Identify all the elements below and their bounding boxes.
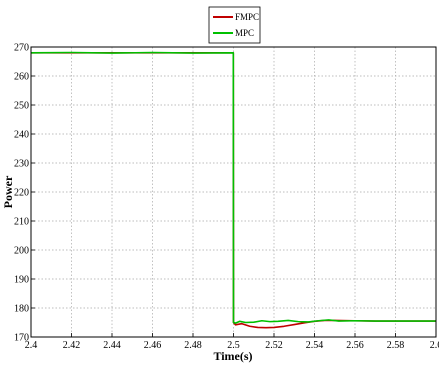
- x-axis-label: Time(s): [213, 349, 252, 363]
- legend: FMPC MPC: [208, 6, 261, 44]
- grid: [30, 46, 437, 338]
- x-tick-label: 2.48: [184, 340, 202, 351]
- plot-area-frame: [30, 46, 437, 338]
- y-tick-label: 260: [14, 72, 29, 83]
- x-tick-label: 2.52: [265, 340, 283, 351]
- y-tick-label: 190: [14, 275, 29, 286]
- x-tick-label: 2.54: [306, 340, 324, 351]
- y-tick-label: 220: [14, 188, 29, 199]
- series-line-mpc: [30, 51, 436, 324]
- x-tick-label: 2.56: [346, 340, 364, 351]
- y-tick-label: 240: [14, 130, 29, 141]
- y-tick-label: 250: [14, 101, 29, 112]
- tick-labels: 2.4 2.42 2.44 2.46 2.48 2.5 2.52 2.54 2.56 2.58 2.…: [14, 43, 439, 352]
- x-tick-label: 2.4: [25, 340, 38, 351]
- x-tick-label: 2.6: [430, 340, 439, 351]
- x-tick-label: 2.58: [387, 340, 405, 351]
- x-tick-label: 2.46: [144, 340, 162, 351]
- legend-label-mpc: MPC: [235, 28, 254, 38]
- y-tick-label: 270: [14, 43, 29, 54]
- plot-series: [30, 51, 436, 329]
- y-tick-label: 210: [14, 217, 29, 228]
- y-tick-label: 200: [14, 246, 29, 257]
- x-tick-label: 2.5: [227, 340, 240, 351]
- y-tick-label: 180: [14, 304, 29, 315]
- x-tick-label: 2.44: [103, 340, 121, 351]
- legend-label-fmpc: FMPC: [235, 12, 259, 22]
- y-axis-label: Power: [1, 175, 15, 208]
- x-tick-label: 2.42: [63, 340, 81, 351]
- y-tick-label: 230: [14, 159, 29, 170]
- y-tick-label: 170: [14, 333, 29, 344]
- legend-box: [208, 6, 261, 44]
